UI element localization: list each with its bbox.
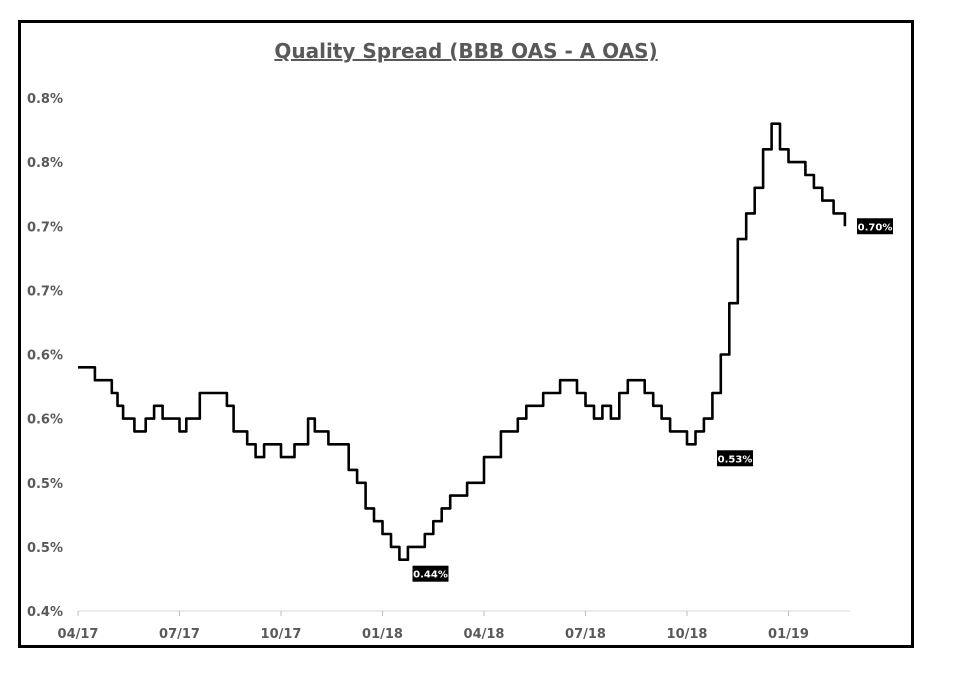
annotation-box (412, 565, 449, 582)
y-tick-label: 0.7% (27, 220, 63, 235)
y-tick-label: 0.4% (27, 605, 63, 620)
x-tick-label: 04/17 (58, 627, 99, 642)
y-tick-label: 0.6% (27, 413, 63, 428)
annotation-label: 0.44% (413, 570, 448, 581)
chart-frame: Quality Spread (BBB OAS - A OAS) (18, 20, 914, 648)
y-tick-label: 0.5% (27, 477, 63, 492)
x-tick-label: 01/18 (362, 627, 403, 642)
annotation-box (717, 450, 753, 467)
x-tick-label: 04/18 (464, 627, 505, 642)
x-tick-label: 07/17 (159, 627, 200, 642)
x-tick-label: 10/17 (261, 627, 302, 642)
x-tick-label: 10/18 (667, 627, 708, 642)
y-tick-label: 0.5% (27, 541, 63, 556)
annotation-label: 0.53% (718, 454, 753, 465)
x-tick-label: 01/19 (768, 627, 809, 642)
y-tick-label: 0.7% (27, 284, 63, 299)
y-tick-label: 0.6% (27, 349, 63, 364)
y-tick-label: 0.8% (27, 92, 63, 107)
series-line (78, 122, 847, 561)
y-tick-label: 0.8% (27, 156, 63, 171)
annotation-box (857, 218, 893, 235)
x-tick-label: 07/18 (565, 627, 606, 642)
annotation-label: 0.70% (858, 222, 893, 233)
chart-title: Quality Spread (BBB OAS - A OAS) (274, 39, 658, 63)
